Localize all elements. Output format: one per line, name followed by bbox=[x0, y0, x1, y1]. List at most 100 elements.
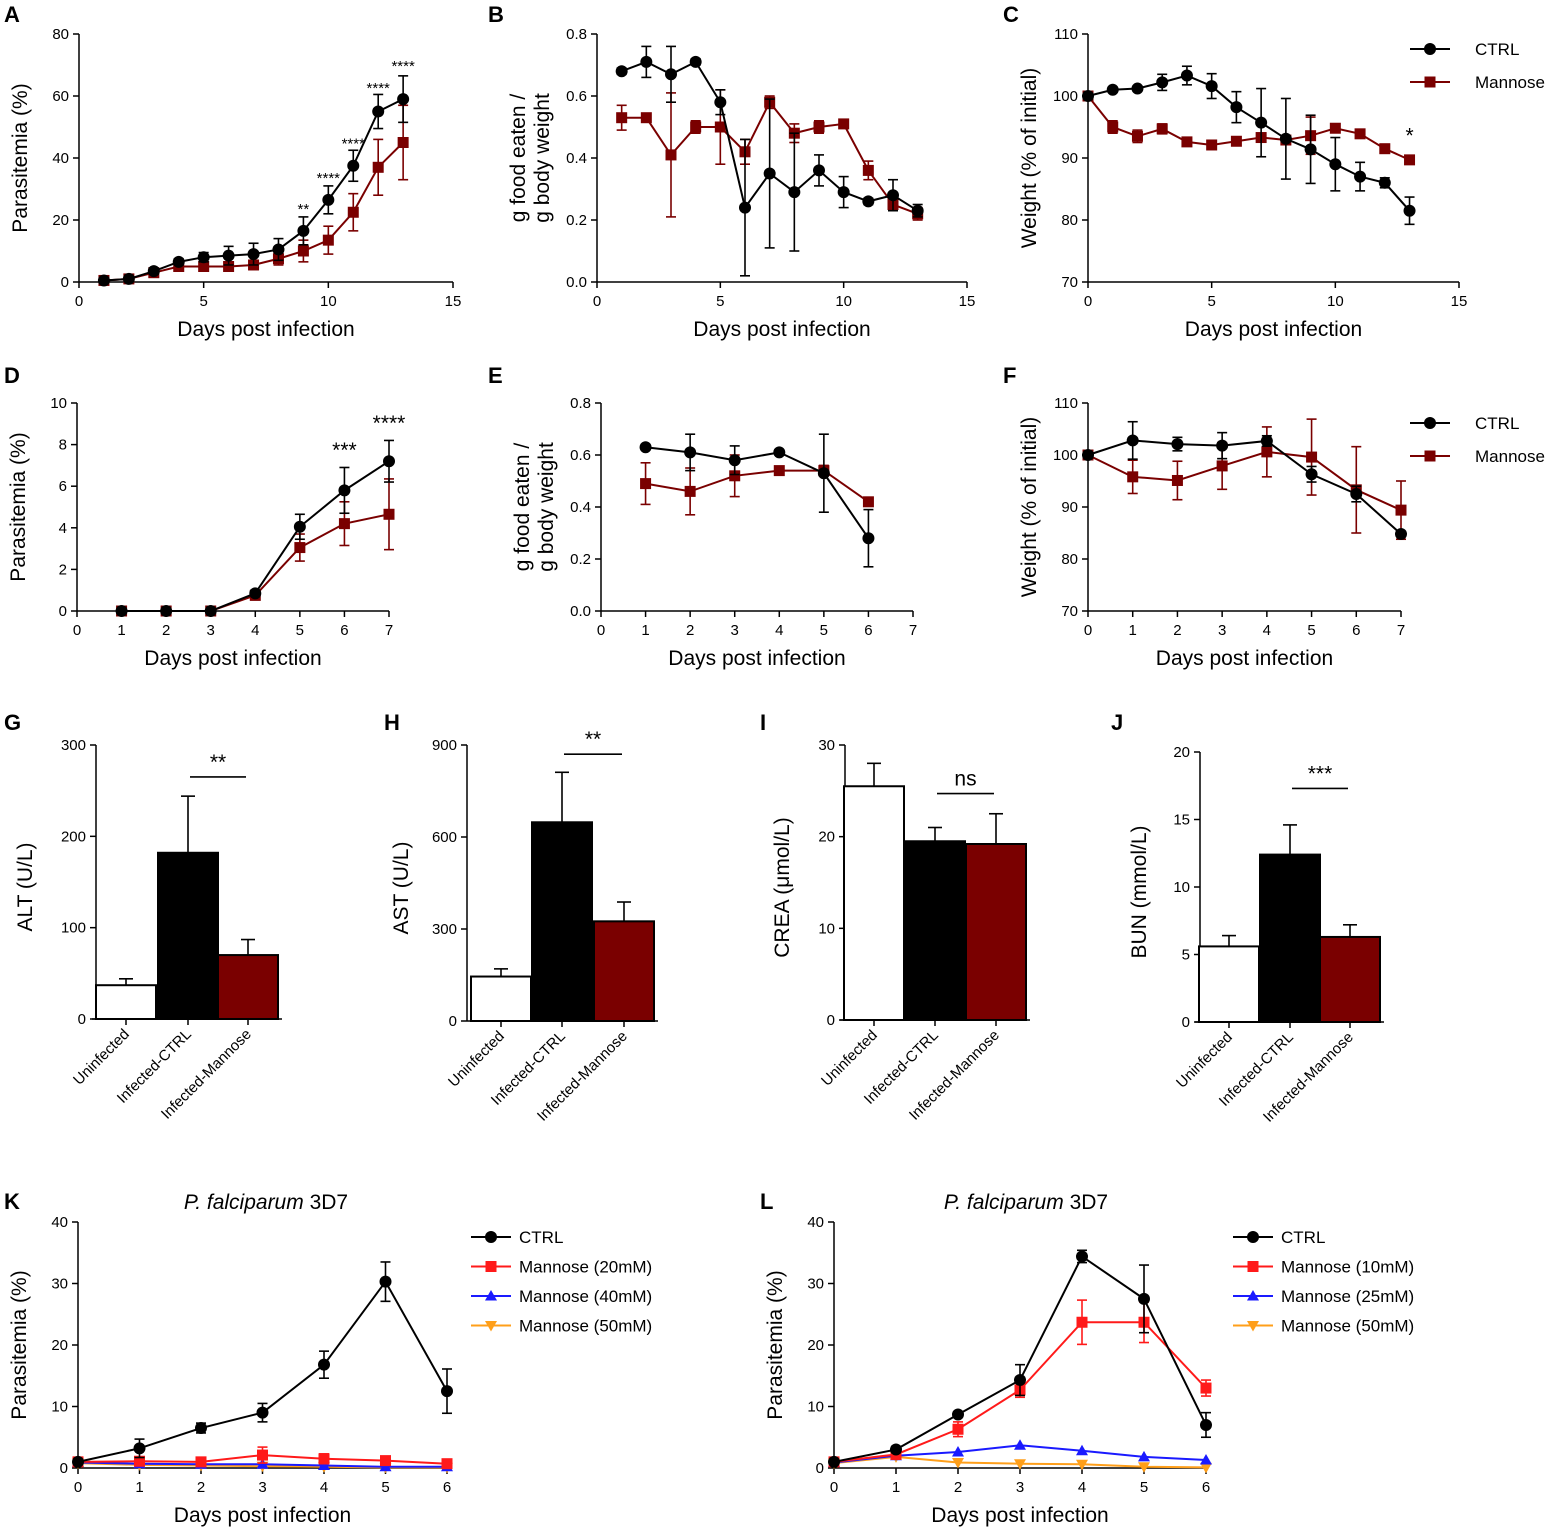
data-point bbox=[763, 167, 776, 180]
bar bbox=[1198, 945, 1260, 1024]
legend-label: Mannose bbox=[1475, 447, 1545, 466]
data-point bbox=[1131, 82, 1144, 95]
data-point bbox=[318, 1453, 330, 1465]
significance-label: * bbox=[1405, 125, 1413, 148]
x-tick-label: 0 bbox=[75, 293, 83, 310]
y-tick-label: 10 bbox=[807, 1399, 824, 1416]
x-axis-label: Days post infection bbox=[668, 647, 845, 670]
series-ctrl bbox=[615, 45, 924, 277]
x-tick-label: 6 bbox=[1352, 622, 1360, 639]
legend-marker bbox=[1424, 450, 1436, 462]
data-point bbox=[1200, 1462, 1212, 1474]
panel-C: C 0 5 10 15 70 80 90 100 110 Days post infection We… bbox=[1003, 2, 1545, 341]
data-point bbox=[1403, 204, 1416, 217]
x-axis-label: Days post infection bbox=[1185, 318, 1362, 341]
significance-label: ** bbox=[585, 728, 601, 751]
x-tick-label: 2 bbox=[954, 1479, 962, 1496]
y-tick-label: 0 bbox=[1182, 1014, 1190, 1031]
y-tick-label: 40 bbox=[52, 150, 69, 167]
x-tick-label: 3 bbox=[207, 622, 215, 639]
data-point bbox=[1261, 446, 1273, 458]
data-point bbox=[1216, 460, 1228, 472]
x-tick-label: 5 bbox=[296, 622, 304, 639]
panel-letter: H bbox=[384, 710, 400, 735]
series-ctrl bbox=[1082, 65, 1416, 226]
data-point bbox=[739, 201, 751, 214]
legend-item: CTRL bbox=[1410, 40, 1519, 59]
panel-K: K P. falciparum 3D7 0 1 2 3 4 5 6 0 10 20 30 40 Days p… bbox=[4, 1189, 652, 1527]
bar bbox=[843, 785, 905, 1021]
x-tick-label: 0 bbox=[1084, 622, 1092, 639]
y-tick-label: 40 bbox=[51, 1214, 68, 1231]
data-point bbox=[347, 159, 360, 172]
category-label: Uninfected bbox=[445, 1028, 508, 1091]
data-point bbox=[322, 234, 334, 246]
y-tick-label: 90 bbox=[1061, 499, 1078, 516]
y-axis-label: Parasitemia (%) bbox=[9, 83, 32, 232]
y-tick-label: 0.2 bbox=[570, 551, 591, 568]
category-label: Uninfected bbox=[818, 1027, 881, 1090]
y-tick-label: 4 bbox=[59, 520, 67, 537]
legend-marker bbox=[485, 1261, 497, 1272]
y-axis-label: Parasitemia (%) bbox=[764, 1270, 787, 1419]
data-point bbox=[195, 1456, 207, 1468]
legend-marker bbox=[1424, 43, 1436, 55]
data-point bbox=[195, 1422, 207, 1435]
legend-item: Mannose (10mM) bbox=[1233, 1258, 1414, 1277]
data-point bbox=[1107, 121, 1119, 133]
x-tick-label: 4 bbox=[775, 622, 783, 639]
y-tick-label: 0 bbox=[59, 603, 67, 620]
data-point bbox=[338, 484, 351, 497]
data-point bbox=[72, 1455, 84, 1468]
data-point bbox=[198, 261, 210, 272]
y-tick-label: 8 bbox=[59, 437, 67, 454]
data-point bbox=[684, 485, 696, 497]
data-point bbox=[1200, 1454, 1212, 1465]
legend-marker bbox=[1424, 76, 1436, 88]
data-point bbox=[223, 261, 235, 272]
y-axis-label: Weight (% of initial) bbox=[1018, 417, 1041, 598]
x-tick-label: 1 bbox=[641, 622, 649, 639]
y-tick-label: 15 bbox=[1173, 812, 1190, 829]
y-tick-label: 30 bbox=[818, 737, 835, 754]
data-point bbox=[838, 118, 850, 130]
y-axis-label: Weight (% of initial) bbox=[1018, 68, 1041, 249]
data-point bbox=[887, 189, 899, 202]
panel-A: A 0 5 10 15 0 20 40 60 80 Days post infection Paras… bbox=[4, 2, 461, 341]
significance-label: ** bbox=[210, 751, 226, 774]
data-point bbox=[817, 467, 830, 480]
data-point bbox=[1076, 1250, 1088, 1263]
series-line bbox=[1087, 95, 1410, 161]
panel-letter: E bbox=[488, 363, 503, 388]
y-axis-label: Parasitemia (%) bbox=[7, 432, 30, 581]
x-tick-label: 1 bbox=[135, 1479, 143, 1496]
title-rest: 3D7 bbox=[304, 1191, 348, 1214]
x-tick-label: 15 bbox=[1451, 293, 1468, 310]
y-tick-label: 10 bbox=[818, 920, 835, 937]
data-point bbox=[1171, 438, 1184, 451]
data-point bbox=[379, 1275, 392, 1288]
x-tick-label: 3 bbox=[1218, 622, 1226, 639]
x-tick-label: 0 bbox=[593, 293, 601, 310]
legend-label: CTRL bbox=[1475, 414, 1519, 433]
panel-L: L P. falciparum 3D7 0 1 2 3 4 5 6 0 10 20 30 40 Days p… bbox=[760, 1189, 1414, 1527]
bar bbox=[1319, 935, 1381, 1024]
series-line bbox=[833, 1254, 1207, 1463]
data-point bbox=[911, 204, 924, 217]
data-point bbox=[1076, 1316, 1088, 1328]
y-tick-label: 110 bbox=[1054, 395, 1078, 412]
data-point bbox=[160, 605, 173, 617]
data-point bbox=[294, 542, 306, 554]
panel-letter: L bbox=[760, 1189, 773, 1214]
data-point bbox=[1138, 1292, 1150, 1305]
y-tick-label: 30 bbox=[807, 1276, 824, 1293]
y-tick-label: 0.4 bbox=[570, 499, 591, 516]
x-tick-label: 5 bbox=[1140, 1479, 1148, 1496]
data-point bbox=[1395, 504, 1407, 516]
data-point bbox=[372, 161, 384, 173]
data-point bbox=[1106, 83, 1119, 96]
data-point bbox=[249, 587, 262, 600]
data-point bbox=[1404, 154, 1416, 166]
data-point bbox=[322, 193, 335, 206]
